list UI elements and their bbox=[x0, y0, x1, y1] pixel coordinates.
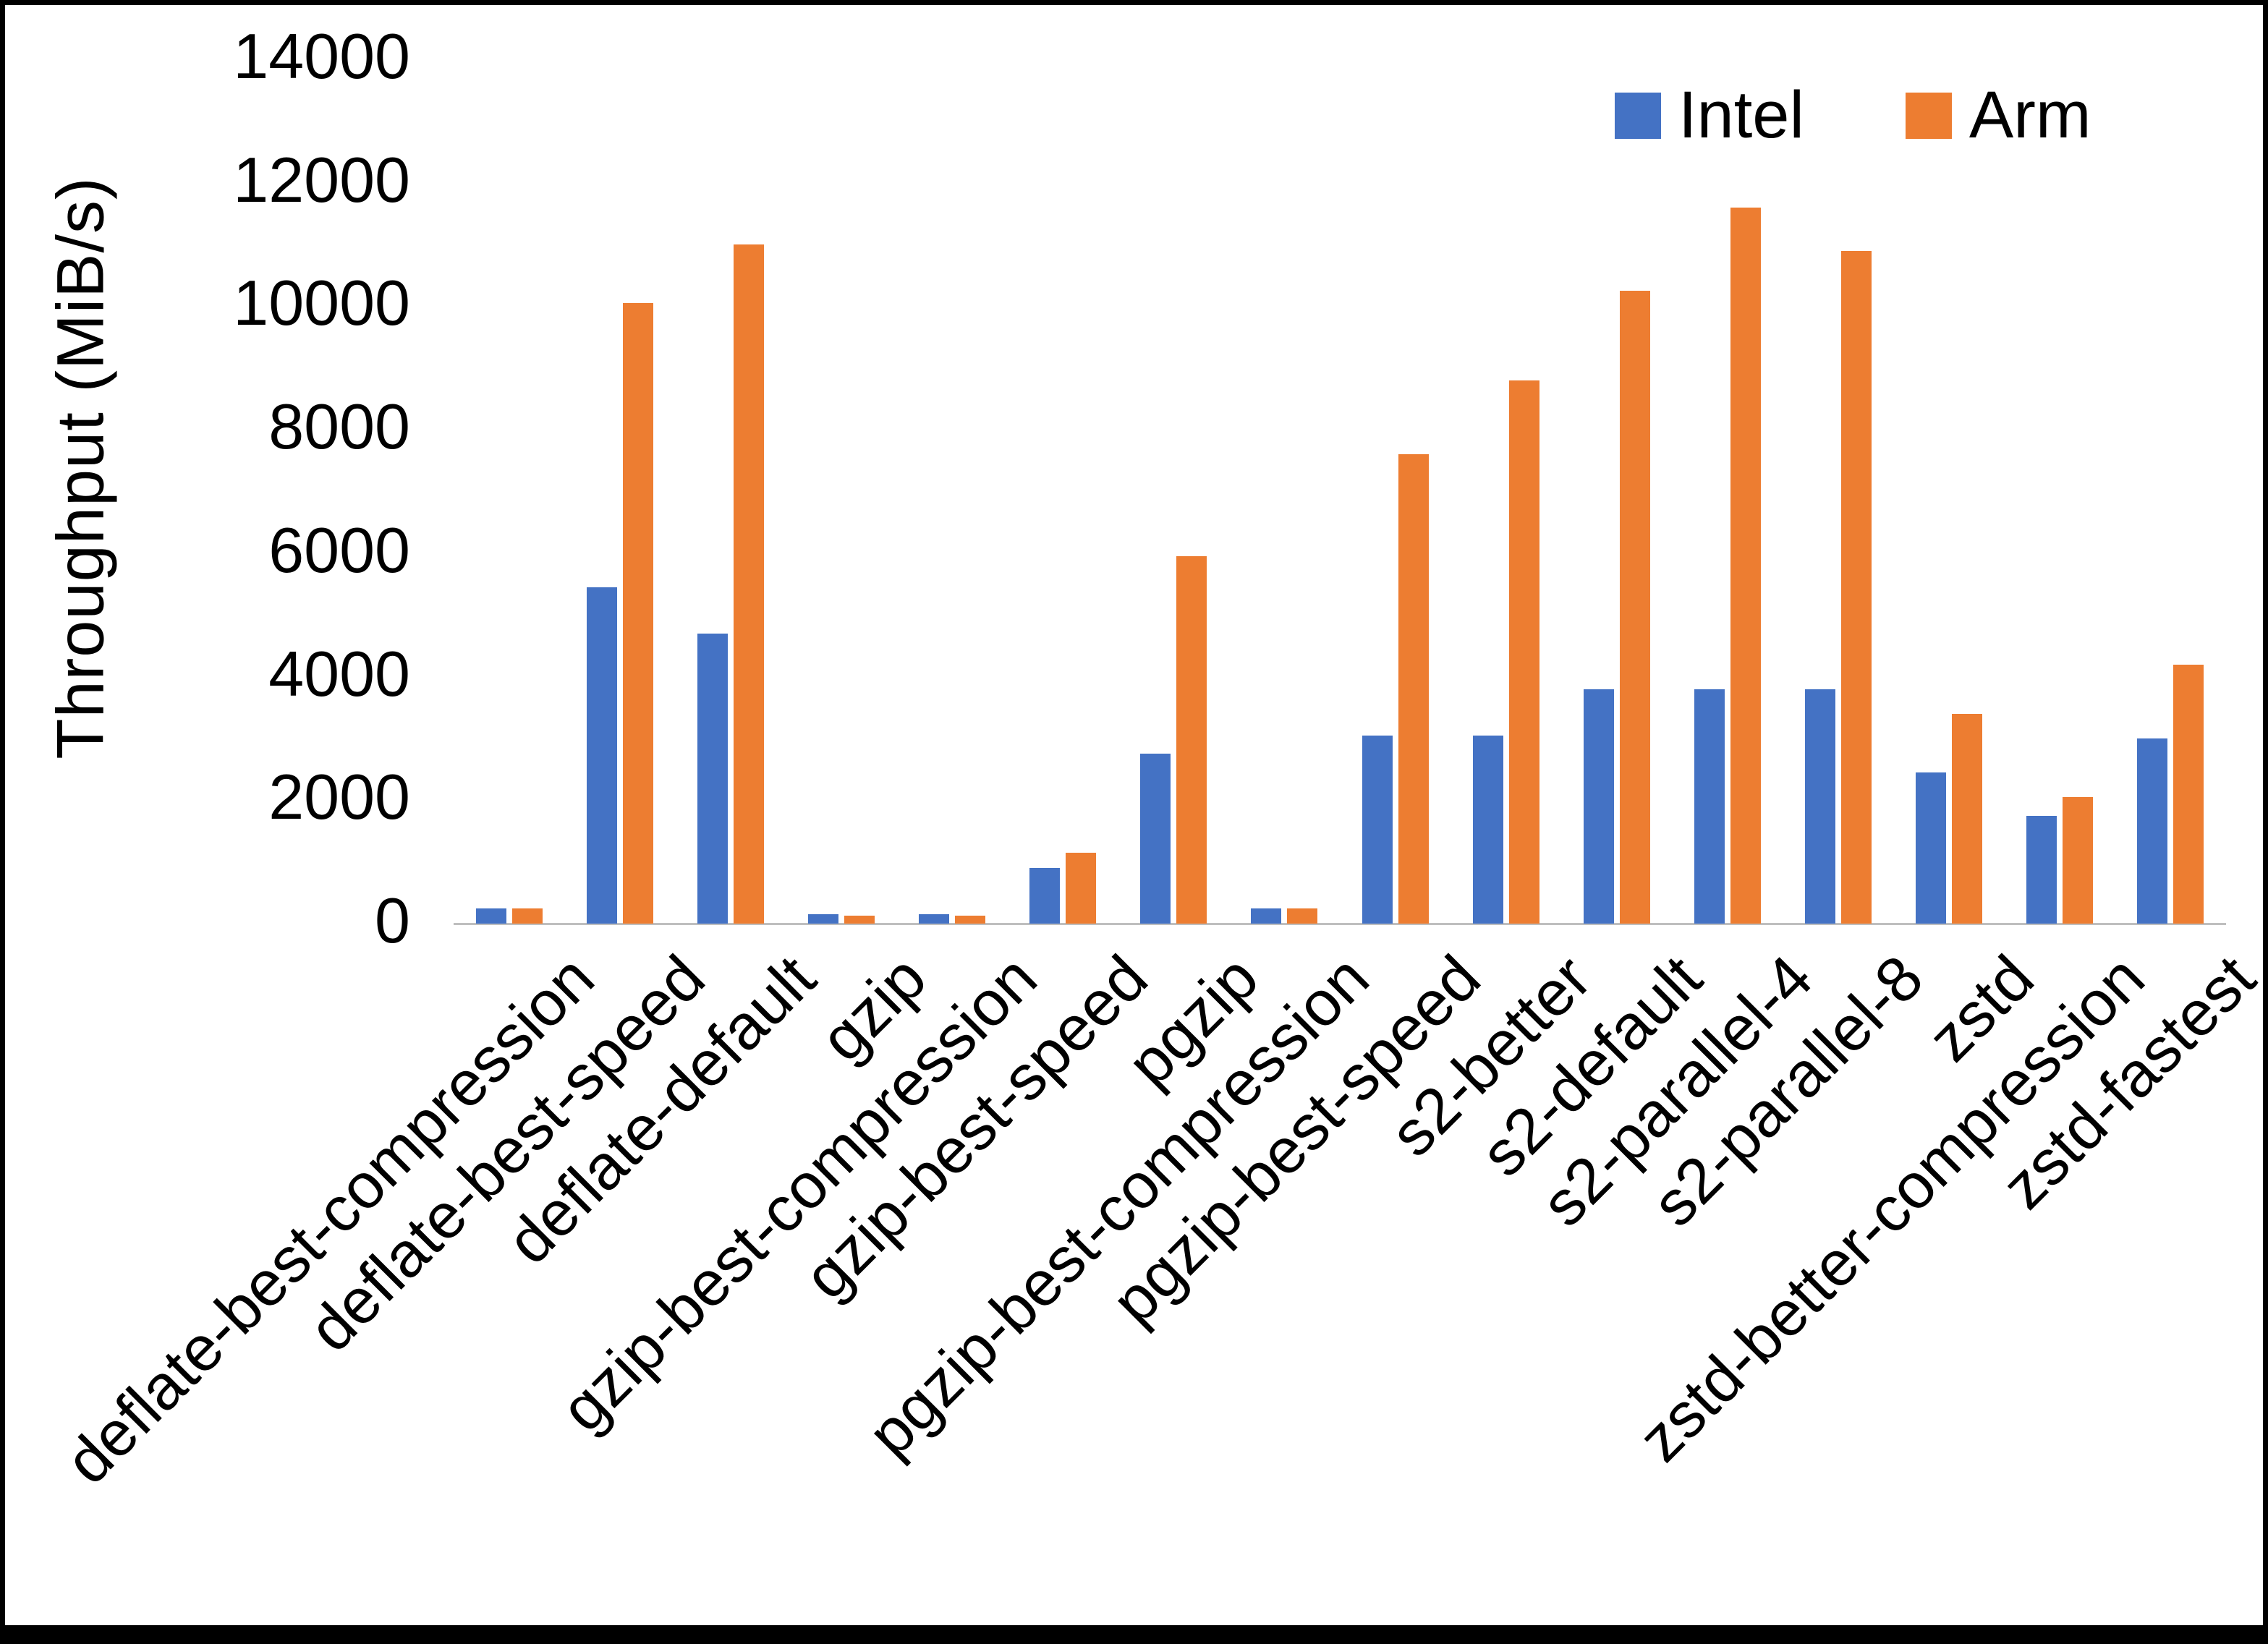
bar-intel-s2-default bbox=[1583, 689, 1614, 924]
plot-area bbox=[454, 59, 2226, 925]
bar-intel-deflate-best-speed bbox=[586, 587, 617, 924]
bar-intel-pgzip-best-speed bbox=[1362, 735, 1393, 924]
y-tick-label: 12000 bbox=[233, 143, 410, 216]
bar-arm-zstd-better-compression bbox=[2063, 797, 2094, 924]
legend-item-arm: Arm bbox=[1905, 77, 2091, 153]
y-tick-label: 8000 bbox=[268, 391, 410, 463]
bar-arm-s2-better bbox=[1508, 380, 1539, 924]
y-tick-label: 10000 bbox=[233, 267, 410, 339]
y-tick-label: 0 bbox=[375, 884, 410, 956]
legend: Intel Arm bbox=[1615, 77, 2091, 153]
bar-arm-deflate-default bbox=[733, 244, 764, 924]
legend-label: Intel bbox=[1678, 78, 1804, 152]
bar-arm-s2-parallel-4 bbox=[1730, 207, 1761, 924]
y-axis-title: Throughput (MiB/s) bbox=[43, 176, 118, 759]
bar-intel-zstd-better-compression bbox=[2026, 815, 2057, 924]
x-axis-line bbox=[454, 923, 2226, 925]
bar-intel-gzip-best-compression bbox=[919, 914, 950, 924]
bar-arm-gzip-best-speed bbox=[1066, 852, 1097, 924]
bar-intel-s2-parallel-8 bbox=[1805, 689, 1836, 924]
y-tick-label: 4000 bbox=[268, 637, 410, 710]
y-tick-label: 6000 bbox=[268, 514, 410, 586]
bar-arm-gzip-best-compression bbox=[955, 915, 986, 924]
bar-intel-deflate-best-compression bbox=[475, 908, 506, 924]
bar-intel-gzip-best-speed bbox=[1029, 868, 1061, 924]
chart-canvas: Throughput (MiB/s) 0 2000 4000 6000 8000 1000… bbox=[5, 5, 2264, 1625]
bar-arm-s2-default bbox=[1619, 291, 1650, 924]
bar-arm-gzip bbox=[844, 915, 875, 924]
y-tick-label: 2000 bbox=[268, 761, 410, 833]
bar-intel-zstd bbox=[1916, 772, 1947, 924]
bar-intel-s2-better bbox=[1472, 735, 1503, 924]
bar-intel-gzip bbox=[807, 914, 838, 924]
bar-arm-deflate-best-compression bbox=[511, 908, 543, 924]
legend-swatch-icon bbox=[1615, 92, 1661, 139]
bar-intel-deflate-default bbox=[697, 633, 728, 924]
bar-arm-s2-parallel-8 bbox=[1841, 250, 1872, 924]
bar-arm-zstd bbox=[1952, 713, 1983, 924]
legend-item-intel: Intel bbox=[1615, 77, 1804, 153]
legend-swatch-icon bbox=[1905, 92, 1952, 139]
bar-intel-pgzip bbox=[1140, 754, 1171, 924]
bar-arm-deflate-best-speed bbox=[622, 303, 653, 924]
bar-arm-pgzip-best-compression bbox=[1287, 908, 1318, 924]
y-tick-label: 14000 bbox=[233, 20, 410, 92]
bar-arm-zstd-fastest bbox=[2173, 664, 2204, 924]
bar-intel-s2-parallel-4 bbox=[1694, 689, 1725, 924]
bar-arm-pgzip-best-speed bbox=[1398, 454, 1429, 924]
bar-intel-pgzip-best-compression bbox=[1251, 908, 1282, 924]
legend-label: Arm bbox=[1968, 78, 2091, 152]
bar-intel-zstd-fastest bbox=[2137, 738, 2168, 924]
bar-arm-pgzip bbox=[1176, 556, 1207, 924]
